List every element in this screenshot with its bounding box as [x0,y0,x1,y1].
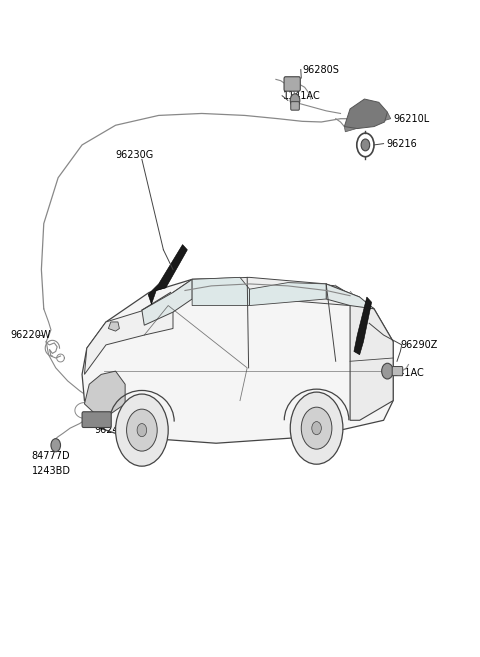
Text: 96220W: 96220W [10,330,51,340]
Text: 84777D: 84777D [32,451,71,461]
Polygon shape [192,277,250,306]
Polygon shape [82,279,393,443]
Text: 96210L: 96210L [393,114,430,124]
Text: 96290Z: 96290Z [400,340,438,350]
FancyBboxPatch shape [82,412,111,428]
Polygon shape [148,244,187,304]
Polygon shape [354,297,372,355]
Polygon shape [250,283,326,306]
Polygon shape [142,279,192,325]
Polygon shape [84,306,173,374]
Text: 96280S: 96280S [302,64,339,74]
Polygon shape [84,371,125,415]
FancyBboxPatch shape [284,77,300,91]
Text: 1141AC: 1141AC [387,368,425,378]
Text: 96216: 96216 [386,139,417,148]
FancyBboxPatch shape [291,102,300,110]
Polygon shape [344,99,387,129]
Circle shape [382,363,393,379]
Circle shape [312,422,322,435]
Polygon shape [108,322,120,331]
Text: 96230G: 96230G [116,150,154,160]
Polygon shape [350,299,393,420]
Polygon shape [326,284,374,309]
Circle shape [51,439,60,452]
Circle shape [290,94,300,107]
Text: 1243BD: 1243BD [32,466,71,476]
Polygon shape [344,112,391,132]
Text: 96240D: 96240D [94,425,132,435]
Polygon shape [173,277,360,306]
Circle shape [361,139,370,151]
Circle shape [137,424,147,437]
Circle shape [290,392,343,464]
Circle shape [301,407,332,449]
FancyBboxPatch shape [392,367,403,376]
Circle shape [127,409,157,451]
Circle shape [116,394,168,466]
Text: 1141AC: 1141AC [283,91,321,101]
